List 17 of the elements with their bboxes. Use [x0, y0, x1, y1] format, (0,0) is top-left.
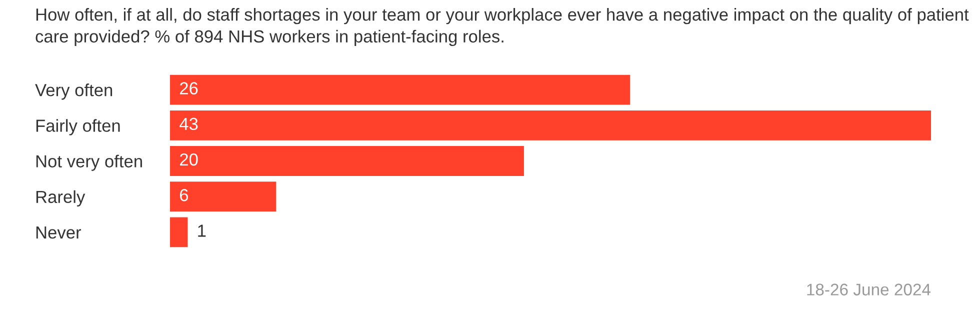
y-tick-label: Fairly often	[36, 119, 120, 136]
bar	[170, 146, 524, 176]
bar	[170, 74, 630, 105]
data-label: 26	[180, 82, 198, 94]
data-label: 6	[180, 188, 188, 202]
data-label: 20	[180, 153, 198, 166]
y-tick-label: Never	[36, 226, 82, 239]
data-label: 1	[198, 224, 206, 237]
bar	[170, 110, 931, 140]
text: 18-26 June 2024	[807, 284, 931, 296]
y-tick-label: Rarely	[36, 190, 86, 206]
data-label: 43	[180, 118, 198, 130]
bar	[170, 182, 276, 212]
y-tick-label: Not very often	[36, 154, 142, 171]
bar	[170, 217, 188, 248]
y-tick-label: Very often	[35, 84, 112, 100]
chart-title: How often, if at all, do staff shortages in your team or your workplace ever have a negative impact on the quality of patient care provided? % of 894 NHS workers in patient-facing roles.	[36, 8, 969, 46]
